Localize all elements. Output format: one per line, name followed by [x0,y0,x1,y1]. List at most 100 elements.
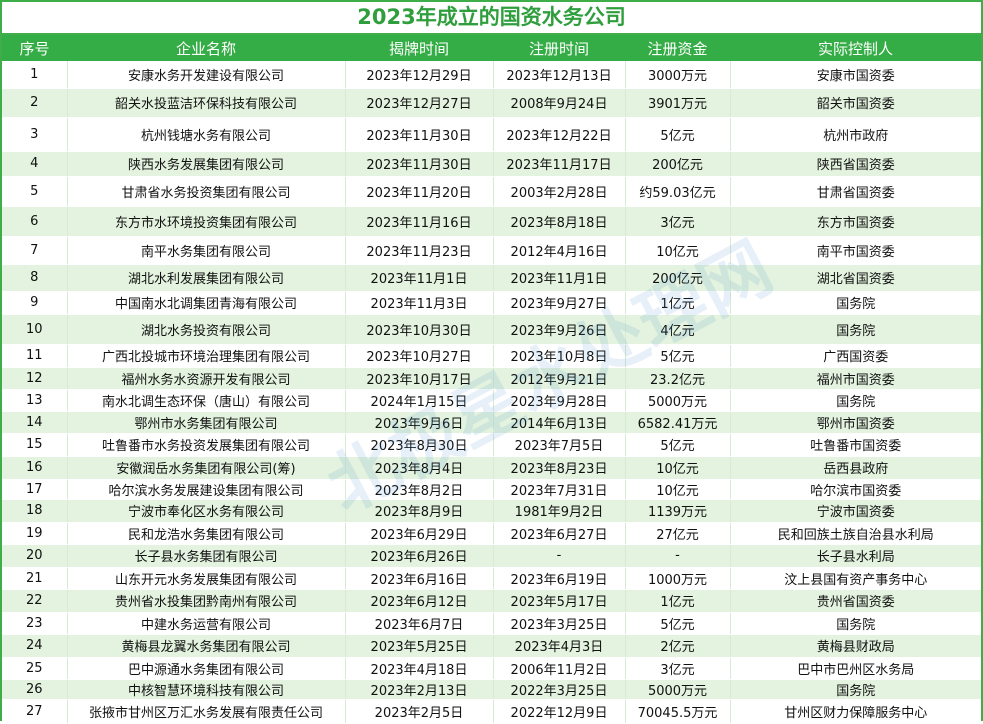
cell-col-capital: 70045.5万元 [625,699,731,724]
cell-col-controller: 汶上县国有资产事务中心 [730,567,981,590]
cell-col-company: 民和龙浩水务集团有限公司 [67,522,346,545]
table-row: 27 张掖市甘州区万汇水务发展有限责任公司 2023年2月5日 2022年12月9日 7… [2,699,981,724]
cell-col-reg-date: 2023年10月8日 [493,344,626,368]
table-row: 11 广西北投城市环境治理集团有限公司 2023年10月27日 2023年10月8日 5… [2,344,981,368]
cell-col-unveil-date: 2023年10月27日 [345,344,494,368]
table-row: 6 东方市水环境投资集团有限公司 2023年11月16日 2023年8月18日 3亿元东… [2,206,981,237]
cell-col-reg-date: 2012年9月21日 [493,367,626,390]
cell-col-unveil-date: 2023年4月18日 [345,657,494,680]
cell-col-reg-date: 2023年11月17日 [493,151,626,177]
cell-col-company: 湖北水务投资有限公司 [67,314,346,345]
cell-col-company: 吐鲁番市水务投资发展集团有限公司 [67,433,346,457]
cell-col-capital: 1亿元 [625,291,731,315]
table-row: 1 安康水务开发建设有限公司 2023年12月29日 2023年12月13日 3000万… [2,61,981,89]
cell-col-index: 6 [2,206,68,237]
cell-col-controller: 巴中市巴州区水务局 [730,657,981,680]
cell-col-company: 东方市水环境投资集团有限公司 [67,206,346,237]
cell-col-reg-date: 2014年6月13日 [493,411,626,434]
cell-col-company: 福州水务水资源开发有限公司 [67,367,346,390]
table-row: 22 贵州省水投集团黔南州有限公司 2023年6月12日 2023年5月17日 1亿元贵… [2,589,981,613]
cell-col-unveil-date: 2023年10月30日 [345,314,494,345]
cell-col-reg-date: 2012年4月16日 [493,236,626,265]
cell-col-index: 19 [2,522,68,545]
cell-col-index: 24 [2,634,68,658]
cell-col-reg-date: 2022年12月9日 [493,699,626,724]
cell-col-index: 22 [2,589,68,613]
cell-col-controller: 宁波市国资委 [730,499,981,523]
cell-col-controller: 吐鲁番市国资委 [730,433,981,457]
cell-col-unveil-date: 2023年6月29日 [345,522,494,545]
cell-col-reg-date: 2023年5月17日 [493,589,626,613]
cell-col-unveil-date: 2023年11月16日 [345,206,494,237]
cell-col-company: 韶关水投蓝洁环保科技有限公司 [67,88,346,118]
cell-col-unveil-date: 2023年12月27日 [345,88,494,118]
table-row: 2 韶关水投蓝洁环保科技有限公司 2023年12月27日 2008年9月24日 3901… [2,88,981,118]
header-row: 序号 企业名称 揭牌时间 注册时间 注册资金 实际控制人 [2,35,981,61]
cell-col-capital: 23.2亿元 [625,367,731,390]
cell-col-reg-date: 2023年11月1日 [493,264,626,292]
cell-col-capital: 5亿元 [625,344,731,368]
cell-col-capital: 3901万元 [625,88,731,118]
cell-col-reg-date: 2023年6月27日 [493,522,626,545]
table-row: 4 陕西水务发展集团有限公司 2023年11月30日 2023年11月17日 200亿元… [2,151,981,177]
cell-col-company: 甘肃省水务投资集团有限公司 [67,176,346,207]
cell-col-unveil-date: 2023年6月7日 [345,612,494,635]
cell-col-reg-date: 2022年3月25日 [493,679,626,700]
cell-col-capital: 200亿元 [625,151,731,177]
cell-col-controller: 广西国资委 [730,344,981,368]
cell-col-unveil-date: 2024年1月15日 [345,389,494,412]
cell-col-reg-date: 2008年9月24日 [493,88,626,118]
cell-col-index: 20 [2,544,68,568]
cell-col-reg-date: 2023年6月19日 [493,567,626,590]
cell-col-company: 中核智慧环境科技有限公司 [67,679,346,700]
cell-col-unveil-date: 2023年12月29日 [345,61,494,89]
cell-col-index: 12 [2,367,68,390]
cell-col-controller: 国务院 [730,291,981,315]
table-row: 18 宁波市奉化区水务有限公司 2023年8月9日 1981年9月2日 1139万元 宁波… [2,499,981,523]
cell-col-index: 10 [2,314,68,345]
cell-col-index: 17 [2,479,68,500]
cell-col-unveil-date: 2023年10月17日 [345,367,494,390]
cell-col-unveil-date: 2023年8月9日 [345,499,494,523]
cell-col-company: 安康水务开发建设有限公司 [67,61,346,89]
cell-col-capital: 3亿元 [625,657,731,680]
table-row: 8 湖北水利发展集团有限公司 2023年11月1日 2023年11月1日 200亿元 湖北… [2,264,981,292]
cell-col-controller: 甘州区财力保障服务中心 [730,699,981,724]
cell-col-controller: 国务院 [730,612,981,635]
table-row: 25 巴中源通水务集团有限公司 2023年4月18日 2006年11月2日 3亿元 巴中市… [2,657,981,680]
cell-col-index: 27 [2,699,68,724]
cell-col-company: 广西北投城市环境治理集团有限公司 [67,344,346,368]
cell-col-controller: 东方市国资委 [730,206,981,237]
cell-col-controller: 南平市国资委 [730,236,981,265]
cell-col-index: 11 [2,344,68,368]
cell-col-controller: 韶关市国资委 [730,88,981,118]
cell-col-controller: 国务院 [730,314,981,345]
cell-col-reg-date: 2023年8月18日 [493,206,626,237]
cell-col-company: 陕西水务发展集团有限公司 [67,151,346,177]
cell-col-reg-date: 2023年7月5日 [493,433,626,457]
cell-col-controller: 长子县水利局 [730,544,981,568]
table-row: 10 湖北水务投资有限公司 2023年10月30日 2023年9月26日 4亿元 国务院 [2,314,981,345]
cell-col-unveil-date: 2023年8月2日 [345,479,494,500]
cell-col-capital: 5000万元 [625,389,731,412]
cell-col-controller: 陕西省国资委 [730,151,981,177]
cell-col-controller: 鄂州市国资委 [730,411,981,434]
cell-col-capital: 2亿元 [625,634,731,658]
table-row: 16 安徽润岳水务集团有限公司(筹) 2023年8月4日 2023年8月23日 10亿元… [2,456,981,480]
cell-col-unveil-date: 2023年8月30日 [345,433,494,457]
cell-col-index: 2 [2,88,68,118]
cell-col-controller: 民和回族土族自治县水利局 [730,522,981,545]
cell-col-capital: 10亿元 [625,236,731,265]
cell-col-index: 25 [2,657,68,680]
table-row: 26 中核智慧环境科技有限公司 2023年2月13日 2022年3月25日 5000万元… [2,679,981,700]
cell-col-reg-date: - [493,544,626,568]
cell-col-company: 安徽润岳水务集团有限公司(筹) [67,456,346,480]
cell-col-company: 中建水务运营有限公司 [67,612,346,635]
cell-col-index: 13 [2,389,68,412]
cell-col-index: 16 [2,456,68,480]
table-row: 23 中建水务运营有限公司 2023年6月7日 2023年3月25日 5亿元 国务院 [2,612,981,635]
cell-col-controller: 安康市国资委 [730,61,981,89]
cell-col-company: 贵州省水投集团黔南州有限公司 [67,589,346,613]
cell-col-company: 中国南水北调集团青海有限公司 [67,291,346,315]
